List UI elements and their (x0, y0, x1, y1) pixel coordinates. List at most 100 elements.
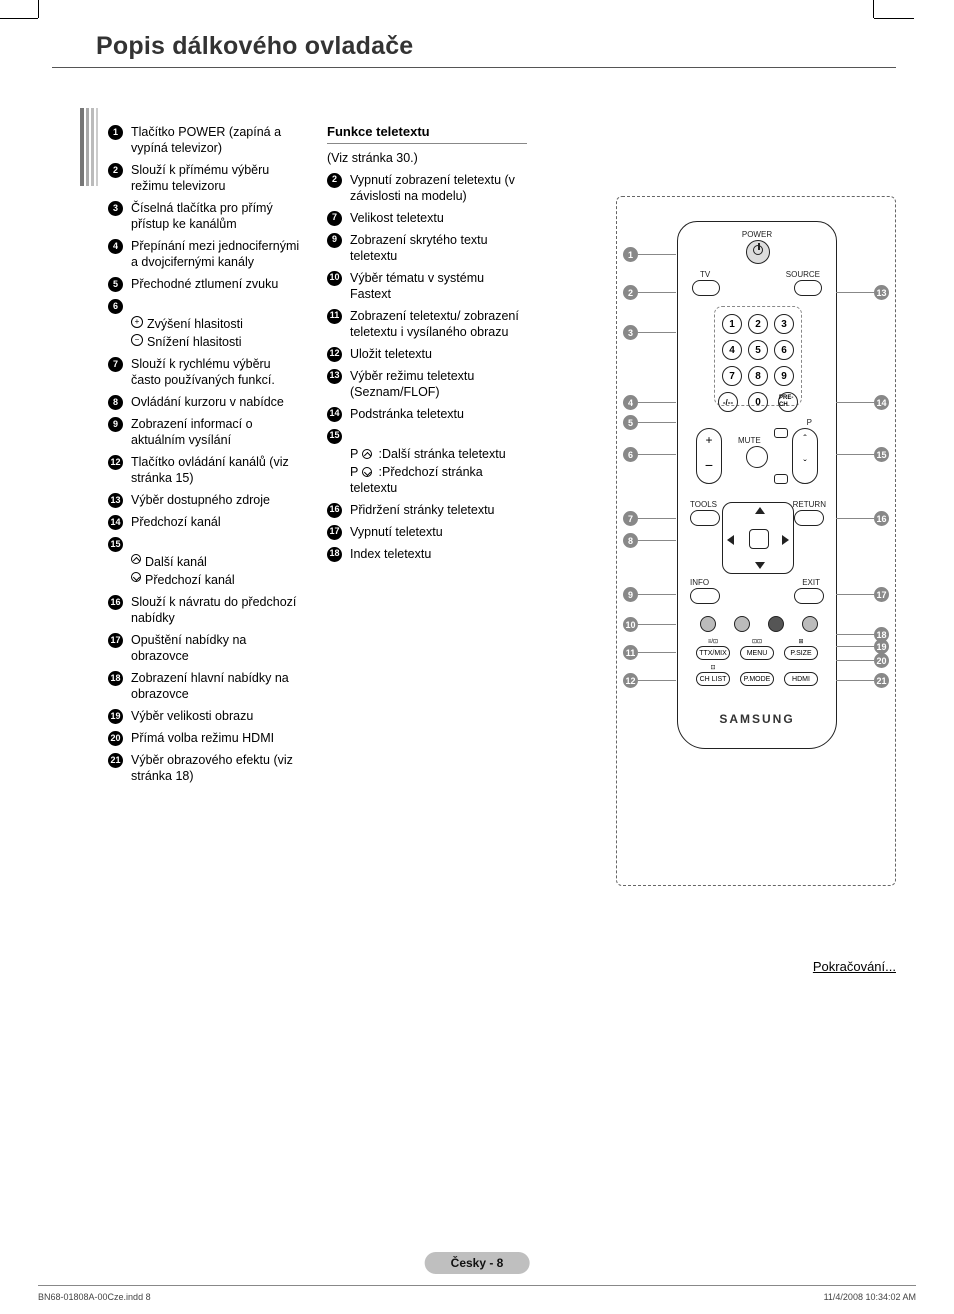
item-text: Výběr tématu v systému Fastext (350, 270, 527, 302)
item-number: 8 (108, 395, 123, 410)
leader-line (836, 402, 874, 403)
leader-line (638, 624, 676, 625)
item-text: Slouží k přímému výběru režimu televizor… (131, 162, 303, 194)
label-power: POWER (678, 230, 836, 239)
sub-item: P :Další stránka teletextu (327, 446, 527, 462)
callout-4: 4 (623, 395, 638, 410)
color-green (734, 616, 750, 632)
page: Popis dálkového ovladače 1Tlačítko POWER… (52, 32, 896, 1264)
source-button (794, 280, 822, 296)
chevron-down-icon (131, 572, 141, 582)
color-yellow (768, 616, 784, 632)
hdmi-button: HDMI (784, 672, 818, 686)
volume-rocker: + − (696, 428, 722, 484)
item-text (131, 298, 303, 314)
callout-21: 21 (874, 673, 889, 688)
label-source: SOURCE (786, 270, 820, 279)
item-number: 3 (108, 201, 123, 216)
item-text: Index teletextu (350, 546, 527, 562)
sub-item: P :Předchozí stránka teletextu (327, 464, 527, 496)
callout-15: 15 (874, 447, 889, 462)
remote-diagram: POWER TV SOURCE 1 2 3 4 5 6 7 8 9 0 -/--… (616, 196, 896, 886)
item-number: 17 (327, 525, 342, 540)
crop-mark (0, 18, 38, 19)
footer-rule (38, 1285, 916, 1286)
list-item: 1Tlačítko POWER (zapíná a vypíná televiz… (108, 124, 303, 156)
key-8: 8 (748, 366, 768, 386)
leader-line (638, 454, 676, 455)
item-text: Tlačítko POWER (zapíná a vypíná televizo… (131, 124, 303, 156)
item-number: 11 (327, 309, 342, 324)
item-number: 9 (327, 233, 342, 248)
callout-17: 17 (874, 587, 889, 602)
item-text: Přepínání mezi jednocifernými a dvojcife… (131, 238, 303, 270)
label-p: P (807, 418, 812, 427)
chlist-button: CH LIST (696, 672, 730, 686)
list-item: 9Zobrazení skrytého textu teletextu (327, 232, 527, 264)
item-number: 12 (327, 347, 342, 362)
list-item: 11 Zobrazení teletextu/ zobrazení teletex… (327, 308, 527, 340)
item-text (131, 536, 303, 552)
leader-line (638, 540, 676, 541)
leader-line (638, 332, 676, 333)
item-text: Slouží k rychlému výběru často používaný… (131, 356, 303, 388)
leader-line (836, 646, 874, 647)
item-number: 2 (108, 163, 123, 178)
callout-5: 5 (623, 415, 638, 430)
item-number: 16 (108, 595, 123, 610)
callout-2: 2 (623, 285, 638, 300)
item-number: 10 (327, 271, 342, 286)
mute-button (746, 446, 768, 468)
sub-item: Další kanál (108, 554, 303, 570)
item-number: 16 (327, 503, 342, 518)
item-number: 14 (108, 515, 123, 530)
menu-button: MENU (740, 646, 774, 660)
leader-line (836, 518, 874, 519)
leader-line (638, 652, 676, 653)
item-text: Výběr velikosti obrazu (131, 708, 303, 724)
continuation-text: Pokračování... (813, 959, 896, 974)
leader-line (836, 454, 874, 455)
nav-down (755, 562, 765, 569)
item-text: Zobrazení hlavní nabídky na obrazovce (131, 670, 303, 702)
item-number: 9 (108, 417, 123, 432)
channel-rocker: ˆ ˇ (792, 428, 818, 484)
item-number: 19 (108, 709, 123, 724)
list-item: 7Velikost teletextu (327, 210, 527, 226)
list-item: 18Index teletextu (327, 546, 527, 562)
list-item: 4Přepínání mezi jednocifernými a dvojcif… (108, 238, 303, 270)
column-middle: Funkce teletextu (Viz stránka 30.) 2Vypn… (327, 124, 527, 790)
item-text: Uložit teletextu (350, 346, 527, 362)
list-item: 21 Výběr obrazového efektu (viz stránka … (108, 752, 303, 784)
teletext-ref: (Viz stránka 30.) (327, 150, 527, 166)
item-text: Ovládání kurzoru v nabídce (131, 394, 303, 410)
return-button (794, 510, 824, 526)
title-rule (52, 67, 896, 68)
sub-item: + Zvýšení hlasitosti (108, 316, 303, 332)
psize-button: P.SIZE (784, 646, 818, 660)
item-number: 18 (108, 671, 123, 686)
brand-logo: SAMSUNG (678, 712, 836, 726)
crop-mark (38, 0, 39, 18)
color-blue (802, 616, 818, 632)
column-left: 1Tlačítko POWER (zapíná a vypíná televiz… (108, 124, 303, 790)
item-text: Zobrazení teletextu/ zobrazení teletextu… (350, 308, 527, 340)
sub-text: P :Předchozí stránka teletextu (350, 464, 527, 496)
tt-icon-1 (774, 428, 788, 438)
item-text: Vypnutí zobrazení teletextu (v závislost… (350, 172, 527, 204)
list-item: 15 (108, 536, 303, 552)
list-item: 2 Slouží k přímému výběru režimu televizo… (108, 162, 303, 194)
label-tv: TV (700, 270, 710, 279)
color-red (700, 616, 716, 632)
item-text (350, 428, 527, 444)
item-text: Podstránka teletextu (350, 406, 527, 422)
label-return: RETURN (793, 500, 826, 509)
label-exit: EXIT (802, 578, 820, 587)
leader-line (836, 634, 874, 635)
decorative-bars (80, 108, 98, 186)
info-button (690, 588, 720, 604)
leader-line (638, 254, 676, 255)
label-tools: TOOLS (690, 500, 717, 509)
callout-20: 20 (874, 653, 889, 668)
item-text: Výběr dostupného zdroje (131, 492, 303, 508)
